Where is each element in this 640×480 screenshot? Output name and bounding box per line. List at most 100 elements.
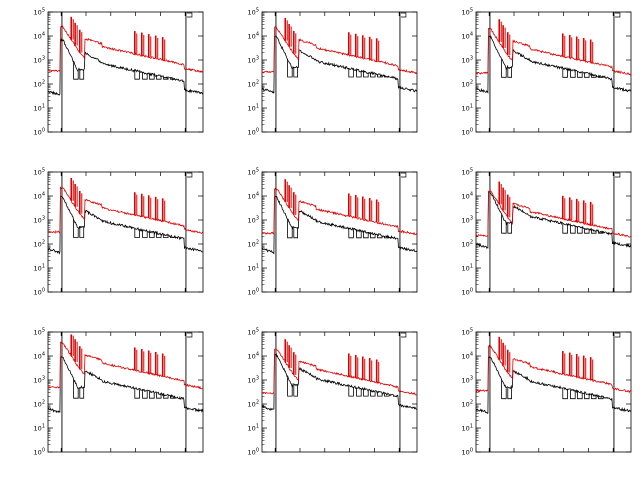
y-tick-label: 101 bbox=[462, 424, 473, 433]
events-dip bbox=[287, 376, 293, 397]
events-dip bbox=[356, 387, 362, 397]
events-dip bbox=[149, 231, 155, 238]
events-dip bbox=[507, 387, 512, 400]
events-dip bbox=[163, 234, 169, 238]
events-dip bbox=[591, 229, 597, 234]
y-tick-label: 104 bbox=[34, 192, 45, 201]
y-tick-label: 105 bbox=[462, 328, 473, 337]
events-dip bbox=[384, 236, 390, 239]
y-tick-label: 102 bbox=[462, 400, 473, 409]
lld-series-line bbox=[47, 25, 204, 74]
events-dip bbox=[293, 384, 298, 397]
events-dip bbox=[363, 231, 369, 239]
interval-marker bbox=[186, 12, 193, 18]
events-dip bbox=[570, 389, 576, 400]
interval-marker bbox=[614, 332, 621, 338]
events-dip bbox=[501, 59, 507, 78]
events-dip bbox=[348, 385, 354, 397]
events-dip bbox=[370, 390, 376, 397]
y-tick-label: 102 bbox=[34, 240, 45, 249]
events-dip bbox=[577, 226, 583, 234]
y-tick-label: 105 bbox=[34, 328, 45, 337]
events-dip bbox=[598, 76, 604, 78]
y-tick-label: 104 bbox=[462, 32, 473, 41]
y-tick-label: 102 bbox=[462, 240, 473, 249]
events-series-line bbox=[475, 35, 632, 95]
y-tick-label: 105 bbox=[462, 168, 473, 177]
events-dip bbox=[377, 234, 383, 239]
events-dip bbox=[570, 69, 576, 78]
y-tick-label: 101 bbox=[34, 424, 45, 433]
events-dip bbox=[384, 76, 390, 78]
events-dip bbox=[134, 388, 140, 399]
y-tick-label: 105 bbox=[248, 8, 259, 17]
y-tick-label: 100 bbox=[248, 288, 259, 297]
events-dip bbox=[156, 393, 162, 399]
events-dip bbox=[570, 225, 576, 234]
events-dip bbox=[501, 379, 507, 400]
events-dip bbox=[149, 73, 155, 80]
y-tick-label: 101 bbox=[34, 264, 45, 273]
interval-marker bbox=[186, 172, 193, 178]
events-dip bbox=[73, 379, 79, 399]
y-tick-label: 101 bbox=[248, 424, 259, 433]
y-tick-label: 101 bbox=[248, 264, 259, 273]
events-dip bbox=[384, 393, 390, 397]
interval-marker bbox=[186, 332, 193, 338]
events-dip bbox=[501, 214, 507, 234]
lld-series-line bbox=[475, 190, 632, 238]
y-tick-label: 100 bbox=[248, 448, 259, 457]
interval-marker bbox=[400, 12, 407, 18]
events-dip bbox=[73, 61, 79, 80]
events-series-line bbox=[261, 195, 418, 255]
panel-det-9: 100 101 102 103 104 105 bbox=[462, 328, 632, 457]
y-tick-label: 105 bbox=[34, 8, 45, 17]
interval-marker bbox=[614, 172, 621, 178]
events-dip bbox=[377, 74, 383, 78]
events-dip bbox=[156, 233, 162, 238]
panel-det-6: 100 101 102 103 104 105 bbox=[462, 168, 632, 297]
panel-det-8: 100 101 102 103 104 105 bbox=[248, 328, 418, 457]
y-tick-label: 103 bbox=[462, 376, 473, 385]
plot-frame bbox=[475, 11, 632, 133]
events-dip bbox=[142, 72, 148, 80]
events-dip bbox=[598, 396, 604, 400]
y-tick-label: 104 bbox=[248, 32, 259, 41]
y-tick-label: 105 bbox=[34, 168, 45, 177]
y-tick-label: 104 bbox=[462, 192, 473, 201]
events-dip bbox=[149, 391, 155, 399]
lld-series-line bbox=[261, 348, 418, 396]
lld-series-line bbox=[261, 187, 418, 236]
panel-det-1: 100 101 102 103 104 105 bbox=[34, 8, 204, 137]
y-tick-label: 104 bbox=[248, 352, 259, 361]
plot-frame bbox=[47, 11, 204, 133]
events-dip bbox=[584, 228, 590, 234]
events-dip bbox=[170, 236, 176, 238]
events-dip bbox=[293, 227, 298, 239]
plot-frame bbox=[261, 171, 418, 293]
events-dip bbox=[584, 73, 590, 78]
events-dip bbox=[507, 67, 512, 78]
panel-det-5: 100 101 102 103 104 105 bbox=[248, 168, 418, 297]
events-dip bbox=[170, 78, 176, 80]
events-series-line bbox=[261, 353, 418, 411]
events-series-line bbox=[475, 355, 632, 414]
events-dip bbox=[363, 71, 369, 78]
events-dip bbox=[377, 392, 383, 397]
y-tick-label: 103 bbox=[34, 376, 45, 385]
y-tick-label: 105 bbox=[248, 328, 259, 337]
events-dip bbox=[370, 233, 376, 239]
y-tick-label: 105 bbox=[248, 168, 259, 177]
panel-det-3: 100 101 102 103 104 105 bbox=[462, 8, 632, 137]
y-tick-label: 103 bbox=[248, 376, 259, 385]
events-dip bbox=[142, 229, 148, 238]
plot-frame bbox=[47, 331, 204, 453]
events-dip bbox=[598, 231, 604, 234]
events-series-line bbox=[47, 355, 204, 414]
events-series-line bbox=[261, 35, 418, 94]
y-tick-label: 100 bbox=[462, 288, 473, 297]
y-tick-label: 103 bbox=[248, 56, 259, 65]
events-dip bbox=[134, 228, 140, 238]
events-dip bbox=[170, 396, 176, 399]
